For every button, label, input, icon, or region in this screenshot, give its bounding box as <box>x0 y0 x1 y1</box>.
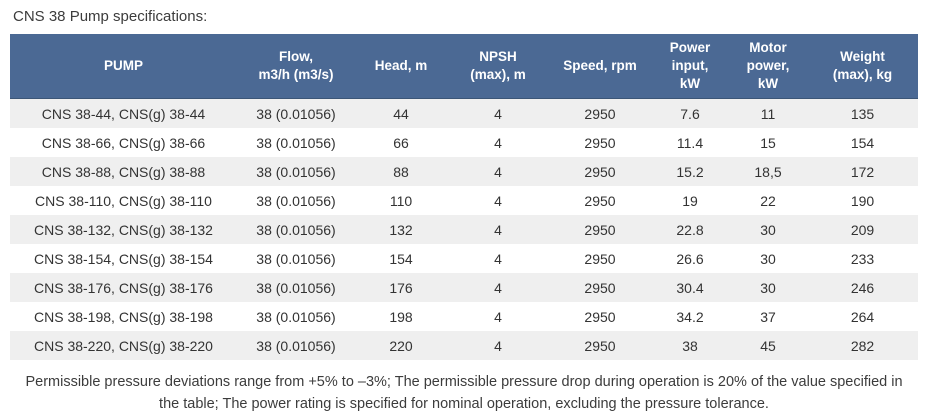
value-cell: 190 <box>850 192 875 209</box>
value-cell: 209 <box>850 221 875 238</box>
table-row: CNS 38-198, CNS(g) 38-198 38 (0.01056) 198… <box>10 302 918 331</box>
pump-spec-table: PUMP Flow, m3/h (m3/s) Head, m NPSH (max), … <box>10 34 918 360</box>
column-header-1: Flow, m3/h (m3/s) <box>237 34 355 99</box>
column-header-0: PUMP <box>10 34 237 99</box>
table-row: CNS 38-44, CNS(g) 38-44 38 (0.01056) 44 4 29… <box>10 98 918 128</box>
value-cell: 110 <box>389 192 413 209</box>
value-cell: 4 <box>494 192 502 209</box>
value-cell: 22.8 <box>676 221 704 238</box>
value-cell: 38 (0.01056) <box>256 163 336 180</box>
value-cell: 2950 <box>584 279 616 296</box>
value-cell: 4 <box>494 221 502 238</box>
value-cell: 11.4 <box>676 134 704 151</box>
table-header: PUMP Flow, m3/h (m3/s) Head, m NPSH (max), … <box>10 34 918 99</box>
value-cell: 2950 <box>584 192 616 209</box>
value-cell: 18,5 <box>754 163 782 180</box>
pump-model-cell: CNS 38-66, CNS(g) 38-66 <box>41 134 206 151</box>
column-header-3: NPSH (max), m <box>447 34 549 99</box>
value-cell: 2950 <box>584 308 616 325</box>
value-cell: 2950 <box>584 221 616 238</box>
column-header-4: Speed, rpm <box>549 34 651 99</box>
column-header-2: Head, m <box>355 34 447 99</box>
pump-model-cell: CNS 38-198, CNS(g) 38-198 <box>34 308 213 325</box>
value-cell: 66 <box>393 134 409 151</box>
page-title: CNS 38 Pump specifications: <box>13 8 208 25</box>
value-cell: 4 <box>494 337 502 354</box>
value-cell: 15 <box>760 134 776 151</box>
table-row: CNS 38-176, CNS(g) 38-176 38 (0.01056) 176… <box>10 273 918 302</box>
value-cell: 38 (0.01056) <box>256 221 336 238</box>
value-cell: 38 (0.01056) <box>256 279 336 296</box>
value-cell: 264 <box>850 308 875 325</box>
value-cell: 2950 <box>584 105 616 122</box>
value-cell: 30 <box>760 279 776 296</box>
header-row: PUMP Flow, m3/h (m3/s) Head, m NPSH (max), … <box>10 34 918 99</box>
value-cell: 4 <box>494 105 502 122</box>
value-cell: 38 (0.01056) <box>256 192 336 209</box>
value-cell: 30 <box>760 250 776 267</box>
value-cell: 2950 <box>584 250 616 267</box>
pump-model-cell: CNS 38-110, CNS(g) 38-110 <box>35 192 212 209</box>
value-cell: 2950 <box>584 134 616 151</box>
value-cell: 198 <box>389 308 413 325</box>
column-header-5: Power input, kW <box>651 34 729 99</box>
value-cell: 135 <box>850 105 875 122</box>
value-cell: 4 <box>494 163 502 180</box>
pump-model-cell: CNS 38-220, CNS(g) 38-220 <box>34 337 213 354</box>
value-cell: 4 <box>494 134 502 151</box>
value-cell: 154 <box>389 250 413 267</box>
value-cell: 246 <box>850 279 875 296</box>
value-cell: 34.2 <box>676 308 704 325</box>
value-cell: 282 <box>850 337 875 354</box>
value-cell: 22 <box>760 192 776 209</box>
value-cell: 11 <box>760 105 776 122</box>
value-cell: 44 <box>393 105 409 122</box>
value-cell: 2950 <box>584 337 616 354</box>
table-row: CNS 38-220, CNS(g) 38-220 38 (0.01056) 220… <box>10 331 918 360</box>
value-cell: 220 <box>389 337 413 354</box>
value-cell: 7.6 <box>680 105 700 122</box>
value-cell: 132 <box>389 221 413 238</box>
pump-model-cell: CNS 38-44, CNS(g) 38-44 <box>41 105 206 122</box>
footnote-text: Permissible pressure deviations range fr… <box>25 374 903 413</box>
value-cell: 45 <box>760 337 776 354</box>
value-cell: 38 (0.01056) <box>256 308 336 325</box>
pump-model-cell: CNS 38-132, CNS(g) 38-132 <box>34 221 213 238</box>
value-cell: 4 <box>494 250 502 267</box>
table-row: CNS 38-132, CNS(g) 38-132 38 (0.01056) 132… <box>10 215 918 244</box>
table-row: CNS 38-88, CNS(g) 38-88 38 (0.01056) 88 4 29… <box>10 157 918 186</box>
value-cell: 37 <box>760 308 776 325</box>
value-cell: 30.4 <box>676 279 704 296</box>
value-cell: 176 <box>389 279 413 296</box>
value-cell: 30 <box>760 221 776 238</box>
value-cell: 4 <box>494 279 502 296</box>
value-cell: 4 <box>494 308 502 325</box>
table-row: CNS 38-154, CNS(g) 38-154 38 (0.01056) 154… <box>10 244 918 273</box>
value-cell: 38 <box>682 337 698 354</box>
value-cell: 172 <box>850 163 875 180</box>
table-row: CNS 38-66, CNS(g) 38-66 38 (0.01056) 66 4 29… <box>10 128 918 157</box>
value-cell: 38 (0.01056) <box>256 337 336 354</box>
value-cell: 88 <box>393 163 409 180</box>
column-header-6: Motor power, kW <box>729 34 807 99</box>
table-row: CNS 38-110, CNS(g) 38-110 38 (0.01056) 110… <box>10 186 918 215</box>
value-cell: 38 (0.01056) <box>256 134 336 151</box>
pump-model-cell: CNS 38-88, CNS(g) 38-88 <box>41 163 206 180</box>
pump-model-cell: CNS 38-176, CNS(g) 38-176 <box>34 279 213 296</box>
value-cell: 19 <box>682 192 698 209</box>
value-cell: 38 (0.01056) <box>256 105 336 122</box>
column-header-7: Weight (max), kg <box>807 34 918 99</box>
table-body: CNS 38-44, CNS(g) 38-44 38 (0.01056) 44 4 29… <box>10 98 918 360</box>
value-cell: 2950 <box>584 163 616 180</box>
value-cell: 38 (0.01056) <box>256 250 336 267</box>
value-cell: 15.2 <box>676 163 704 180</box>
value-cell: 154 <box>850 134 875 151</box>
value-cell: 233 <box>850 250 875 267</box>
pump-model-cell: CNS 38-154, CNS(g) 38-154 <box>34 250 213 267</box>
value-cell: 26.6 <box>676 250 704 267</box>
